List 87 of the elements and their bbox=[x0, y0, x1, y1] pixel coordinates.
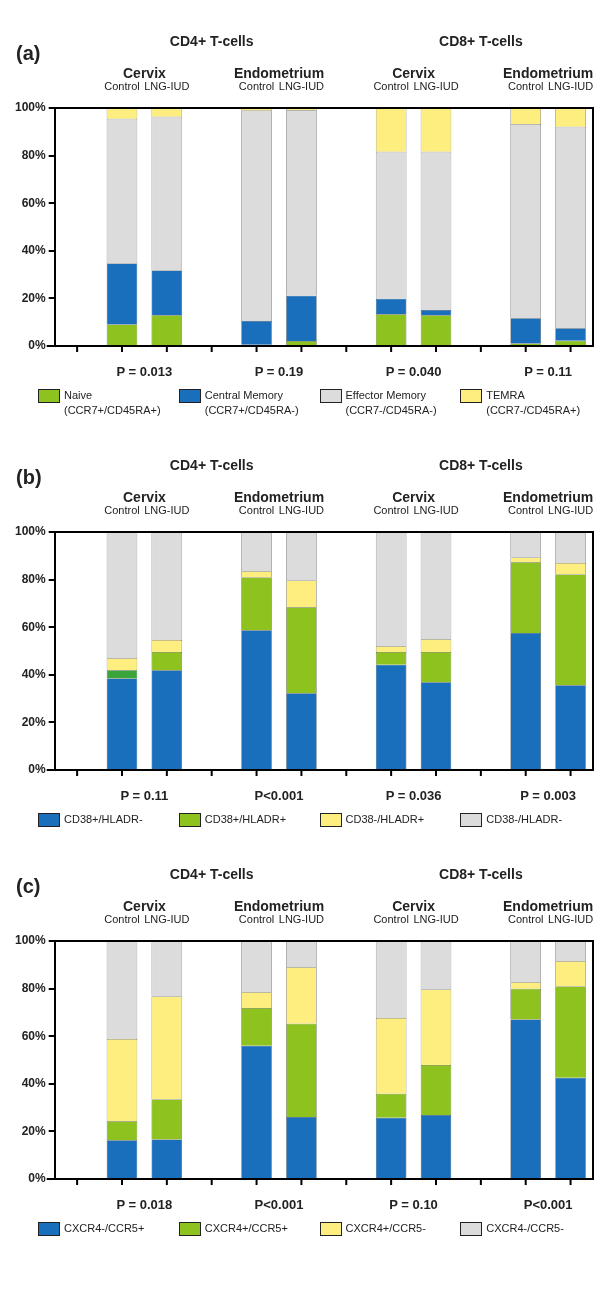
y-tick-label: 60% bbox=[21, 619, 47, 634]
legend-label: CD38+/HLADR- bbox=[64, 812, 143, 827]
text: P = 0.018 bbox=[116, 1197, 173, 1212]
text: Cervix bbox=[392, 489, 436, 505]
text: Cervix bbox=[123, 898, 167, 914]
x-tick-label: LNG-IUD bbox=[144, 913, 190, 926]
x-tick-label: LNG-IUD bbox=[144, 80, 190, 93]
x-tick-label: Control bbox=[373, 504, 409, 517]
legend-label: Naive (CCR7+/CD45RA+) bbox=[64, 388, 161, 418]
text: CD4+ T-cells bbox=[169, 33, 254, 49]
legend-label: CXCR4+/CCR5- bbox=[345, 1221, 426, 1236]
x-tick-label: Control bbox=[507, 913, 544, 926]
x-tick-label: LNG-IUD bbox=[413, 80, 459, 93]
y-tick-label: 80% bbox=[21, 147, 47, 162]
x-tick-label: LNG-IUD bbox=[278, 504, 325, 517]
x-tick-label: Control bbox=[104, 80, 140, 93]
y-tick-label: 100% bbox=[14, 100, 47, 115]
y-tick-label: 100% bbox=[14, 933, 47, 948]
x-tick-label: LNG-IUD bbox=[413, 913, 459, 926]
x-tick-label: LNG-IUD bbox=[547, 504, 594, 517]
text: CD8+ T-cells bbox=[439, 33, 523, 49]
text: Cervix bbox=[123, 489, 167, 505]
text: Cervix bbox=[392, 898, 436, 914]
y-tick-label: 0% bbox=[28, 338, 47, 353]
text: CD8+ T-cells bbox=[439, 457, 523, 473]
x-tick-label: LNG-IUD bbox=[413, 504, 459, 517]
text: P = 0.11 bbox=[120, 788, 169, 803]
y-tick-label: 60% bbox=[21, 195, 47, 210]
x-tick-label: Control bbox=[104, 913, 140, 926]
text: P = 0.10 bbox=[389, 1197, 438, 1212]
y-tick-label: 20% bbox=[21, 290, 47, 305]
x-tick-label: Control bbox=[238, 504, 275, 517]
text: P = 0.19 bbox=[254, 364, 304, 379]
legend-label: TEMRA (CCR7-/CD45RA+) bbox=[486, 388, 581, 418]
text: P<0.001 bbox=[254, 1197, 304, 1212]
y-tick-label: 100% bbox=[14, 524, 47, 539]
text: P = 0.013 bbox=[116, 364, 173, 379]
x-tick-label: Control bbox=[507, 80, 544, 93]
chart-title: (c) bbox=[16, 875, 41, 897]
legend-label: CD38-/HLADR+ bbox=[345, 812, 425, 827]
y-tick-label: 0% bbox=[28, 1171, 47, 1186]
text: CD8+ T-cells bbox=[439, 866, 523, 882]
text: P<0.001 bbox=[254, 788, 304, 803]
y-tick-label: 40% bbox=[21, 667, 47, 682]
legend-label: CD38-/HLADR- bbox=[486, 812, 563, 827]
text: Cervix bbox=[123, 65, 167, 81]
chart-title: (b) bbox=[16, 466, 42, 488]
text: Endometrium bbox=[233, 898, 325, 914]
text: P = 0.11 bbox=[524, 364, 573, 379]
y-tick-label: 60% bbox=[21, 1028, 47, 1043]
y-tick-label: 0% bbox=[28, 762, 47, 777]
x-tick-label: LNG-IUD bbox=[278, 913, 325, 926]
legend-label: CD38+/HLADR+ bbox=[204, 812, 287, 827]
y-tick-label: 80% bbox=[21, 571, 47, 586]
text: P = 0.003 bbox=[520, 788, 577, 803]
x-tick-label: Control bbox=[507, 504, 544, 517]
y-tick-label: 20% bbox=[21, 714, 47, 729]
text: Endometrium bbox=[503, 898, 594, 914]
chart-title: (a) bbox=[16, 42, 41, 64]
text: Cervix bbox=[392, 65, 436, 81]
x-tick-label: LNG-IUD bbox=[144, 504, 190, 517]
text: CD4+ T-cells bbox=[169, 866, 254, 882]
legend-label: Effector Memory (CCR7-/CD45RA-) bbox=[345, 388, 437, 418]
y-tick-label: 40% bbox=[21, 1076, 47, 1091]
legend-label: Central Memory (CCR7+/CD45RA-) bbox=[204, 388, 299, 418]
legend-label: CXCR4-/CCR5- bbox=[486, 1221, 564, 1236]
x-tick-label: Control bbox=[238, 913, 275, 926]
x-tick-label: LNG-IUD bbox=[547, 913, 594, 926]
y-tick-label: 80% bbox=[21, 980, 47, 995]
legend-label: CXCR4-/CCR5+ bbox=[64, 1221, 145, 1236]
x-tick-label: Control bbox=[373, 913, 409, 926]
y-tick-label: 40% bbox=[21, 243, 47, 258]
text: Endometrium bbox=[503, 489, 594, 505]
text: P = 0.036 bbox=[385, 788, 442, 803]
x-tick-label: LNG-IUD bbox=[547, 80, 594, 93]
text: Endometrium bbox=[503, 65, 594, 81]
text: Endometrium bbox=[233, 65, 325, 81]
text: P = 0.040 bbox=[385, 364, 442, 379]
y-tick-label: 20% bbox=[21, 1123, 47, 1138]
text: P<0.001 bbox=[523, 1197, 573, 1212]
x-tick-label: LNG-IUD bbox=[278, 80, 325, 93]
x-tick-label: Control bbox=[373, 80, 409, 93]
text: Endometrium bbox=[233, 489, 325, 505]
x-tick-label: Control bbox=[104, 504, 140, 517]
text: CD4+ T-cells bbox=[169, 457, 254, 473]
x-tick-label: Control bbox=[238, 80, 275, 93]
legend-label: CXCR4+/CCR5+ bbox=[204, 1221, 288, 1236]
